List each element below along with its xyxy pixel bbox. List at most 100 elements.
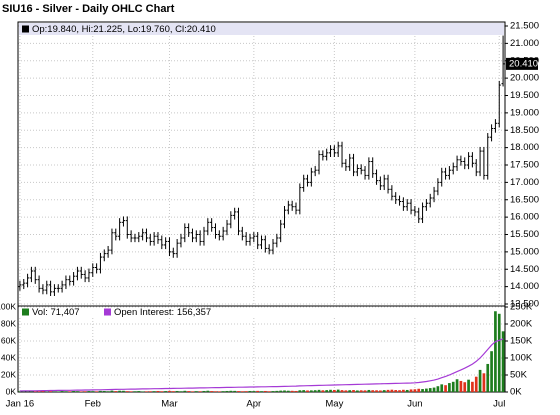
volume-bar (310, 390, 313, 392)
volume-bar (145, 391, 148, 392)
y-tick-label: 20K (1, 369, 16, 379)
volume-bar (425, 388, 428, 392)
volume-bar (371, 390, 375, 392)
volume-bar (260, 391, 263, 392)
volume-bar (490, 351, 493, 392)
volume-bar (244, 391, 248, 392)
volume-bar (467, 379, 470, 392)
volume-bar (187, 391, 190, 392)
volume-bar (348, 390, 352, 392)
volume-bar (471, 381, 474, 392)
last-price-box (506, 57, 538, 70)
volume-bar (33, 391, 37, 392)
x-tick-label: Mar (161, 399, 177, 410)
volume-bar (22, 391, 26, 392)
y-tick-label: 18.500 (510, 125, 539, 136)
volume-bar (68, 391, 72, 392)
volume-bar (283, 390, 286, 392)
y2-tick-label: 0K (510, 387, 522, 398)
volume-bar (367, 389, 371, 392)
volume-bar (313, 390, 317, 392)
volume-bar (72, 390, 75, 392)
volume-bar (133, 391, 137, 392)
volume-bar (409, 389, 413, 392)
volume-bar (478, 369, 482, 392)
volume-bar (363, 390, 367, 392)
volume-bar (118, 390, 121, 392)
volume-bar (194, 391, 198, 392)
volume-bar (221, 391, 225, 392)
volume-bar (271, 391, 275, 392)
volume-bar (359, 390, 363, 392)
y-tick-label: 13.500 (510, 299, 539, 310)
volume-bar (49, 391, 52, 392)
volume-bar (394, 390, 398, 392)
volume-bar (56, 391, 60, 392)
y-tick-label: 17.500 (510, 160, 539, 171)
y-tick-label: 18.000 (510, 142, 539, 153)
volume-bar (440, 384, 444, 392)
volume-bar (206, 390, 210, 392)
volume-bar (375, 390, 378, 392)
volume-bar (214, 391, 217, 392)
volume-bar (106, 391, 110, 392)
legend-swatch (104, 308, 111, 316)
volume-bar (444, 385, 447, 392)
volume-bar (148, 391, 152, 392)
y-tick-label: 16.000 (510, 212, 539, 223)
volume-bar (122, 390, 125, 392)
volume-bar (336, 389, 340, 392)
volume-bar (18, 391, 22, 392)
volume-bar (421, 389, 424, 392)
volume-bar (455, 379, 459, 392)
volume-bar (344, 390, 348, 392)
volume-bar (321, 390, 325, 392)
volume-bar (398, 390, 401, 392)
y-tick-label: 21.000 (510, 38, 539, 49)
volume-bar (417, 388, 421, 392)
volume-bar (340, 390, 344, 392)
volume-bar (356, 390, 359, 392)
y-tick-label: 60K (1, 335, 16, 345)
volume-bar (279, 390, 283, 392)
volume-bar (60, 391, 64, 392)
volume-bar (229, 390, 233, 392)
volume-bar (436, 386, 440, 392)
volume-bar (45, 391, 49, 392)
volume-bar (325, 390, 329, 392)
volume-bar (402, 389, 405, 392)
volume-bar (459, 380, 463, 392)
volume-bar (287, 390, 290, 392)
legend-label: Vol: 71,407 (32, 307, 80, 318)
volume-bar (382, 390, 386, 392)
volume-bar (379, 390, 382, 392)
volume-bar (333, 389, 336, 392)
volume-bar (102, 390, 106, 392)
volume-bar (191, 391, 194, 392)
volume-bar (83, 391, 87, 392)
volume-bar (329, 389, 332, 392)
volume-bar (306, 390, 309, 392)
volume-bar (482, 373, 486, 392)
chart-title: SIU16 - Silver - Daily OHLC Chart (2, 3, 175, 15)
x-tick-label: Jan 16 (6, 399, 35, 410)
volume-bar (248, 390, 252, 392)
y2-tick-label: 100K (510, 353, 533, 364)
volume-bar (95, 391, 98, 392)
volume-bar (198, 391, 202, 392)
volume-bar (141, 391, 144, 392)
y-tick-label: 19.000 (510, 107, 539, 118)
volume-bar (298, 390, 302, 392)
y2-tick-label: 250K (510, 302, 533, 313)
volume-bar (168, 390, 171, 392)
volume-bar (79, 391, 83, 392)
volume-bar (76, 391, 79, 392)
volume-bar (405, 389, 409, 392)
volume-bar (114, 391, 118, 392)
volume-bar (263, 390, 267, 392)
volume-bar (432, 387, 436, 392)
volume-bar (164, 391, 167, 392)
volume-bar (497, 313, 501, 392)
volume-bar (137, 391, 141, 392)
y-tick-label: 40K (1, 352, 16, 362)
